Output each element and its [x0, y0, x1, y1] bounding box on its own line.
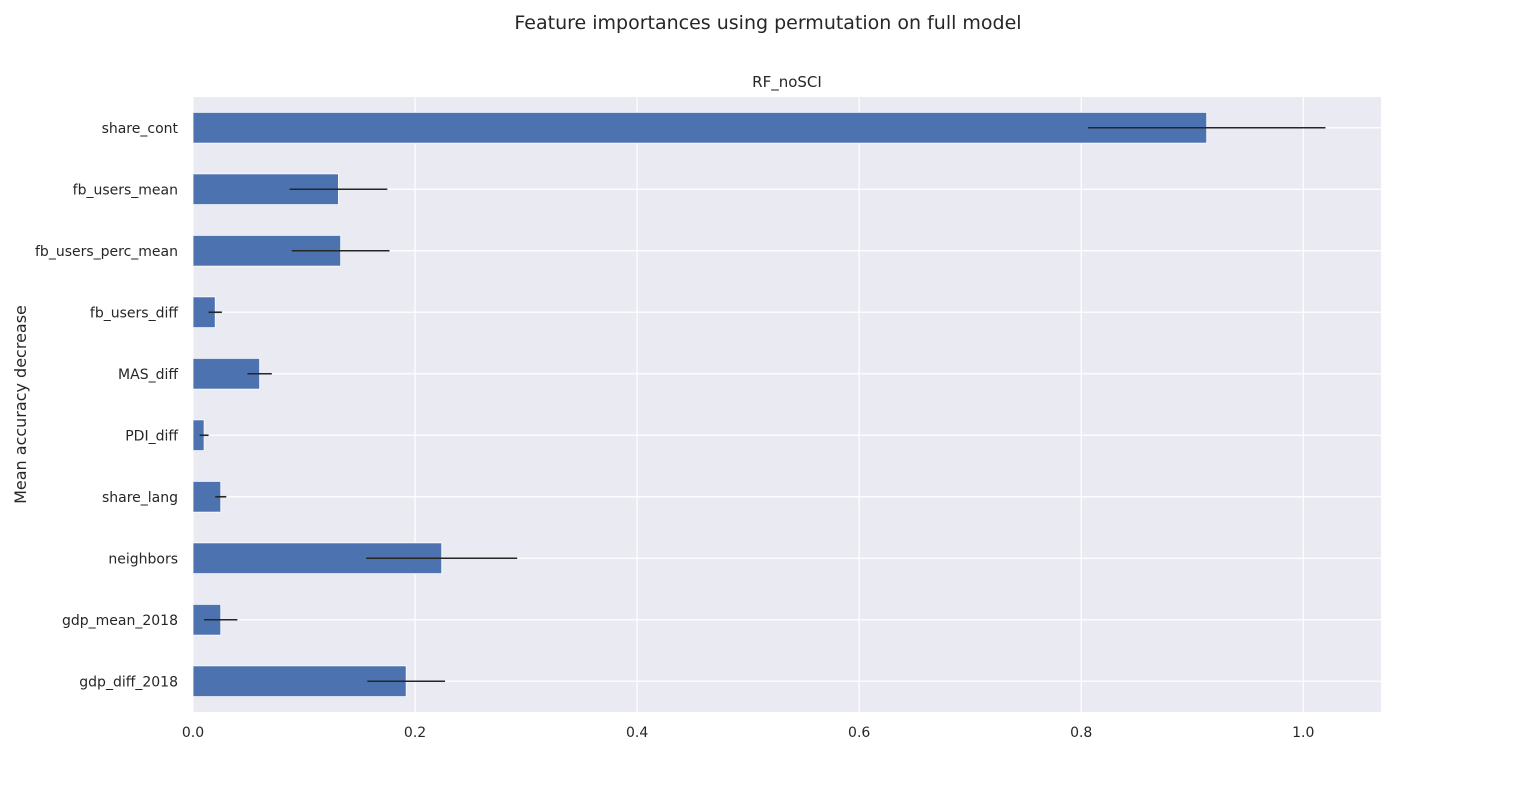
- y-tick-label-fb_users_perc_mean: fb_users_perc_mean: [35, 244, 178, 260]
- y-tick-label-share_cont: share_cont: [102, 121, 179, 137]
- x-tick-label: 1.0: [1292, 725, 1314, 741]
- y-tick-label-gdp_mean_2018: gdp_mean_2018: [62, 613, 178, 629]
- error-bars: [199, 126, 1326, 683]
- y-tick-label-neighbors: neighbors: [108, 551, 178, 567]
- y-tick-label-gdp_diff_2018: gdp_diff_2018: [79, 674, 178, 690]
- bar-share_cont: [192, 111, 1208, 144]
- y-tick-label-PDI_diff: PDI_diff: [125, 428, 178, 444]
- x-tick-label: 0.8: [1070, 725, 1092, 741]
- y-tick-label-share_lang: share_lang: [102, 490, 178, 506]
- plot-area: [193, 97, 1381, 712]
- y-tick-label-MAS_diff: MAS_diff: [118, 367, 178, 383]
- bars: [192, 111, 1208, 698]
- subplot-title: RF_noSCI: [752, 73, 822, 92]
- bar-fb_users_perc_mean: [192, 234, 342, 267]
- x-tick-label: 0.0: [182, 725, 204, 741]
- y-axis-title: Mean accuracy decrease: [11, 305, 30, 504]
- y-tick-labels: share_cont fb_users_mean fb_users_perc_mea…: [35, 121, 179, 691]
- y-tick-label-fb_users_mean: fb_users_mean: [73, 182, 178, 198]
- x-tick-label: 0.6: [848, 725, 870, 741]
- figure-title: Feature importances using permutation on…: [514, 12, 1022, 34]
- x-tick-label: 0.4: [626, 725, 648, 741]
- y-tick-label-fb_users_diff: fb_users_diff: [90, 305, 178, 321]
- x-tick-label: 0.2: [404, 725, 426, 741]
- x-tick-labels: 0.0 0.2 0.4 0.6 0.8 1.0: [182, 725, 1315, 741]
